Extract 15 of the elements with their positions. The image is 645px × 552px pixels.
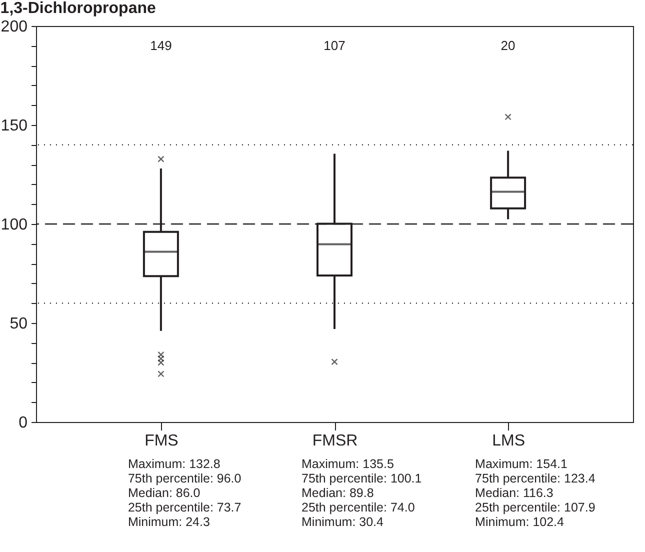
y-tick-label: 200 [0,18,28,36]
chart-title: 1,3-Dichloropropane [0,0,156,17]
y-tick-label: 150 [0,118,28,134]
y-tick-label: 100 [0,216,28,234]
text: Maximum: 135.5 75th percentile: 100.1 Median: 89.8 25th percentile: 74.0 Minimum: 30.4 [302,457,422,529]
text: Maximum: 154.1 75th percentile: 123.4 Median: 116.3 25th percentile: 107.9 Minimum: 102.4 [475,457,596,529]
x-tick-label: FMSR [312,432,358,450]
annotation: 107 [324,38,346,53]
x-tick-label: FMS [144,432,178,450]
y-tick-label: 0 [18,414,28,432]
annotation: 149 [150,38,172,53]
annotation: 20 [500,38,516,53]
y-tick-label: 50 [10,316,28,332]
text: Maximum: 132.8 75th percentile: 96.0 Median: 86.0 25th percentile: 73.7 Minimum: 24.3 [128,457,242,529]
x-tick-label: LMS [492,432,525,450]
